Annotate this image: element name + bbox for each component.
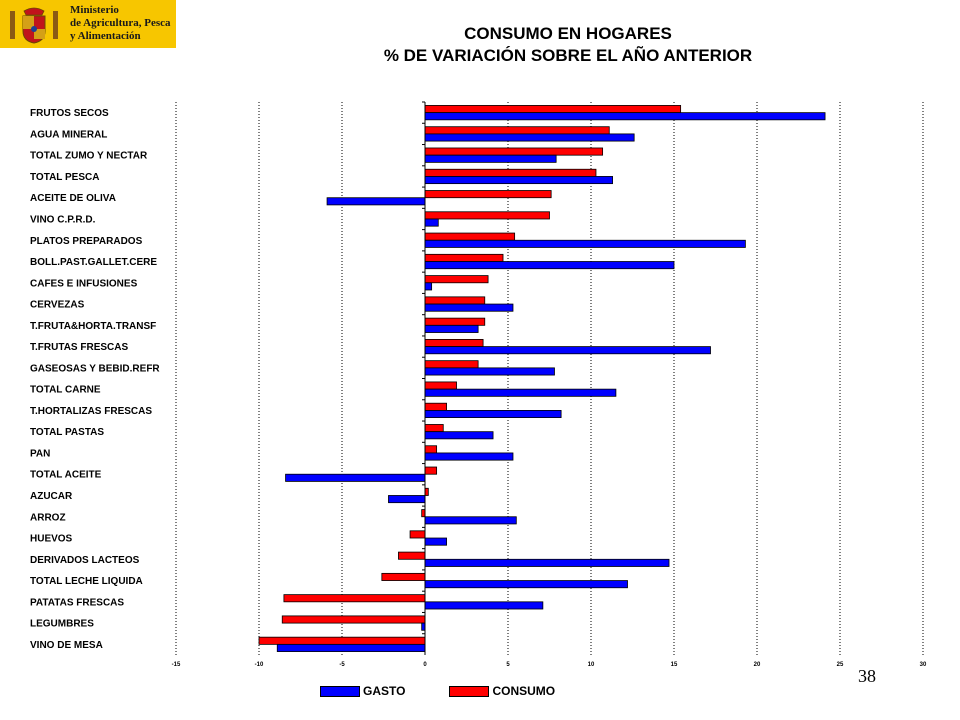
bar-consumo [424, 126, 610, 135]
bar-gasto [424, 452, 514, 461]
chart-subtitle: % DE VARIACIÓN SOBRE EL AÑO ANTERIOR [383, 46, 753, 65]
bar-gasto [424, 367, 555, 376]
bar-gasto [424, 388, 617, 397]
x-tick-label: 30 [920, 662, 927, 668]
x-tick-label: -10 [255, 662, 264, 668]
bar-gasto [424, 346, 711, 355]
bar-gasto [424, 239, 746, 248]
bar-consumo [424, 360, 479, 369]
category-label: TOTAL ACEITE [30, 470, 102, 481]
bar-gasto [424, 112, 826, 121]
bar-consumo [424, 317, 486, 326]
bar-consumo [424, 402, 447, 411]
bar-gasto [424, 176, 613, 185]
category-label: T.FRUTAS FRESCAS [30, 342, 128, 353]
bar-consumo [424, 232, 516, 241]
bar-consumo [424, 381, 457, 390]
category-label: TOTAL PESCA [30, 172, 99, 183]
x-tick-label: 20 [754, 662, 761, 668]
bar-gasto [424, 324, 479, 333]
category-label: TOTAL PASTAS [30, 427, 104, 438]
bar-gasto [326, 197, 426, 206]
bar-gasto [388, 495, 426, 504]
bar-gasto [424, 282, 433, 291]
category-label: ARROZ [30, 512, 66, 523]
logo-line-3: y Alimentación [70, 30, 141, 42]
category-label: T.HORTALIZAS FRESCAS [30, 406, 152, 417]
category-label: AGUA MINERAL [30, 129, 107, 140]
x-tick-label: 10 [588, 662, 595, 668]
category-label: VINO C.P.R.D. [30, 214, 96, 225]
bar-consumo [424, 296, 486, 305]
coat-of-arms-icon [10, 7, 58, 44]
bar-chart: FRUTOS SECOS AGUA MINERAL TOTAL ZUMO Y NEC… [30, 101, 927, 668]
bar-consumo [381, 572, 426, 581]
bar-consumo [424, 190, 552, 199]
bar-gasto [424, 218, 439, 227]
bar-consumo [424, 466, 438, 475]
bar-consumo [424, 211, 550, 220]
x-tick-label: 5 [506, 662, 510, 668]
bar-consumo [424, 253, 504, 262]
bar-gasto [424, 133, 635, 142]
category-label: FRUTOS SECOS [30, 108, 109, 119]
category-label: PATATAS FRESCAS [30, 597, 124, 608]
category-label: AZUCAR [30, 491, 73, 502]
bar-gasto [285, 473, 426, 482]
legend-label-consumo: CONSUMO [492, 684, 556, 698]
bar-gasto [424, 516, 517, 525]
bar-consumo [409, 530, 426, 539]
bar-consumo [424, 445, 438, 454]
bar-consumo [424, 338, 484, 347]
legend-label-gasto: GASTO [363, 684, 406, 698]
category-label: CAFES E INFUSIONES [30, 278, 138, 289]
legend: GASTO CONSUMO [320, 684, 555, 698]
x-tick-label: 25 [837, 662, 844, 668]
bar-consumo [424, 168, 597, 177]
category-label: BOLL.PAST.GALLET.CERE [30, 257, 157, 268]
bar-gasto [424, 261, 675, 270]
bar-consumo [424, 147, 604, 156]
logo-line-2: de Agricultura, Pesca [70, 17, 171, 29]
x-tick-label: -5 [339, 662, 345, 668]
bar-gasto [424, 410, 562, 419]
bar-gasto [424, 154, 557, 163]
legend-swatch-consumo [449, 685, 490, 697]
category-label: TOTAL ZUMO Y NECTAR [30, 151, 148, 162]
category-label: GASEOSAS Y BEBID.REFR [30, 363, 160, 374]
category-label: LEGUMBRES [30, 619, 94, 630]
category-label: PLATOS PREPARADOS [30, 236, 143, 247]
bar-consumo [398, 551, 426, 560]
category-label: VINO DE MESA [30, 640, 103, 651]
bar-consumo [258, 636, 426, 645]
bar-gasto [424, 537, 447, 546]
category-label: HUEVOS [30, 534, 73, 545]
bar-consumo [283, 594, 426, 603]
bar-gasto [424, 431, 494, 440]
category-label: DERIVADOS LACTEOS [30, 555, 140, 566]
bar-gasto [424, 580, 628, 589]
bar-consumo [424, 424, 444, 433]
ministry-logo: Ministerio de Agricultura, Pesca y Alime… [0, 0, 176, 48]
category-label: TOTAL LECHE LIQUIDA [30, 576, 143, 587]
x-tick-label: 0 [423, 662, 427, 668]
bar-gasto [424, 303, 514, 312]
bar-gasto [424, 601, 544, 610]
category-label: TOTAL CARNE [30, 385, 101, 396]
bar-consumo [424, 105, 682, 114]
bar-gasto [276, 643, 426, 652]
chart-title: CONSUMO EN HOGARES [464, 24, 672, 43]
bar-consumo [281, 615, 426, 624]
category-label: ACEITE DE OLIVA [30, 193, 116, 204]
bar-consumo [424, 275, 489, 284]
x-tick-label: -15 [172, 662, 181, 668]
x-tick-label: 15 [671, 662, 678, 668]
category-label: PAN [30, 448, 50, 459]
category-label: T.FRUTA&HORTA.TRANSF [30, 321, 156, 332]
legend-swatch-gasto [320, 685, 360, 697]
logo-line-1: Ministerio [70, 4, 119, 16]
category-label: CERVEZAS [30, 300, 85, 311]
page-number: 38 [858, 666, 876, 686]
bar-gasto [424, 558, 670, 567]
